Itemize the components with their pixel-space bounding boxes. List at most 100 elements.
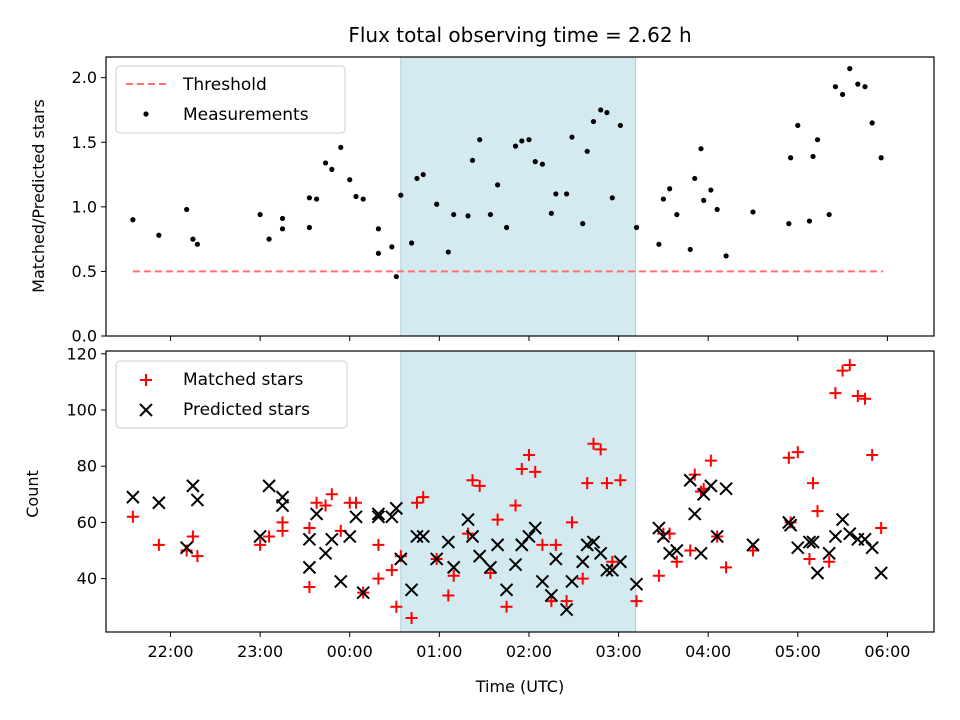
top-y-axis: 0.0 0.5 1.0 1.5 2.0	[72, 68, 106, 346]
measurement-point	[375, 250, 382, 256]
matched-star-point	[875, 522, 888, 535]
measurement-point	[814, 137, 821, 143]
top-legend-box	[115, 65, 346, 134]
predicted-star-point	[179, 540, 194, 555]
measurement-point	[708, 187, 714, 193]
measurement-point	[701, 197, 707, 203]
predicted-star-point	[152, 496, 166, 510]
matched-star-point	[350, 496, 363, 509]
predicted-star-point	[371, 510, 386, 524]
measurement-point	[609, 195, 615, 201]
matched-star-point	[791, 446, 804, 459]
matched-star-point	[670, 555, 683, 568]
predicted-star-point	[186, 479, 200, 493]
predicted-star-point	[865, 540, 879, 555]
measurement-point	[569, 134, 575, 140]
bottom-y-tick-label: 120	[66, 344, 97, 363]
x-tick-label: 01:00	[416, 642, 462, 661]
predicted-star-point	[652, 521, 666, 535]
matched-star-point	[565, 516, 578, 529]
predicted-star-point	[593, 546, 608, 561]
predicted-star-point	[806, 535, 820, 549]
measurement-point	[156, 232, 162, 238]
predicted-star-point	[783, 518, 798, 532]
predicted-star-point	[334, 574, 348, 589]
matched-star-point	[823, 555, 836, 568]
bottom-y-tick-label: 80	[77, 457, 97, 476]
predicted-star-point	[371, 507, 386, 521]
predicted-star-point	[688, 507, 702, 521]
measurement-point	[878, 155, 884, 161]
predicted-star-point	[325, 532, 339, 546]
matched-star-point	[303, 581, 316, 594]
predicted-star-point	[349, 510, 363, 524]
bottom-plot-marks	[126, 359, 888, 624]
predicted-star-point	[822, 546, 836, 561]
matched-star-point	[310, 496, 323, 509]
measurement-point	[810, 153, 816, 160]
matched-star-point	[254, 538, 267, 551]
predicted-star-point	[404, 583, 419, 597]
measurement-point	[869, 120, 875, 126]
predicted-star-point	[802, 535, 817, 549]
measurement-point	[306, 195, 313, 201]
matched-star-point	[807, 477, 820, 490]
measurement-point	[398, 192, 404, 198]
measurement-point	[580, 221, 586, 227]
measurement-point	[469, 157, 476, 163]
measurement-point	[347, 177, 353, 183]
matched-star-point	[866, 448, 879, 461]
matched-star-point	[522, 448, 535, 461]
matched-star-point	[529, 465, 542, 478]
matched-star-point	[594, 443, 607, 456]
top-plot-marks	[130, 66, 884, 280]
predicted-star-point	[683, 473, 697, 487]
predicted-star-point	[565, 574, 579, 589]
predicted-star-point	[746, 538, 760, 552]
measurement-point	[667, 186, 673, 192]
matched-star-point	[684, 544, 697, 557]
predicted-star-point	[670, 543, 684, 558]
bottom-x-axis: 22:00 23:00 00:00 01:00 02:00 03:00 04:00 05:00…	[147, 632, 910, 661]
matched-star-point	[560, 595, 573, 608]
measurement-point	[338, 144, 344, 151]
top-y-tick-label: 1.0	[72, 197, 97, 216]
measurement-point	[257, 211, 263, 218]
legend-matched-label: Matched stars	[183, 370, 303, 390]
matched-star-point	[859, 392, 871, 405]
bottom-legend-box	[115, 360, 348, 429]
matched-star-point	[746, 544, 759, 557]
bottom-highlight-span	[400, 350, 637, 633]
matched-star-point	[473, 479, 486, 492]
measurement-point	[674, 211, 680, 218]
measurement-point	[329, 166, 335, 172]
predicted-star-point	[410, 529, 424, 544]
predicted-star-point	[490, 538, 505, 552]
predicted-star-point	[704, 479, 718, 493]
x-axis-label: Time (UTC)	[475, 677, 564, 696]
matched-star-point	[587, 437, 600, 450]
matched-star-point	[509, 499, 522, 512]
predicted-star-point	[544, 588, 559, 603]
matched-star-point	[466, 474, 479, 487]
legend-predicted-swatch	[139, 403, 153, 417]
matched-star-point	[576, 572, 589, 585]
measurement-point	[519, 138, 525, 144]
measurement-point	[526, 137, 532, 143]
measurement-point	[714, 206, 720, 213]
x-tick-label: 03:00	[596, 642, 642, 661]
matched-star-point	[829, 387, 842, 400]
measurement-point	[360, 196, 366, 202]
matched-star-point	[447, 569, 460, 582]
measurement-point	[434, 201, 440, 207]
matched-star-point	[515, 463, 528, 476]
measurement-point	[375, 226, 382, 232]
bottom-legend: Matched stars Predicted stars	[115, 360, 348, 429]
matched-star-point	[630, 595, 643, 608]
measurement-point	[786, 221, 792, 227]
predicted-star-point	[835, 512, 850, 527]
top-plot-frame	[105, 56, 935, 337]
top-x-tick-marks	[170, 336, 888, 341]
top-y-tick-label: 2.0	[72, 68, 97, 87]
x-tick-label: 22:00	[147, 642, 193, 661]
